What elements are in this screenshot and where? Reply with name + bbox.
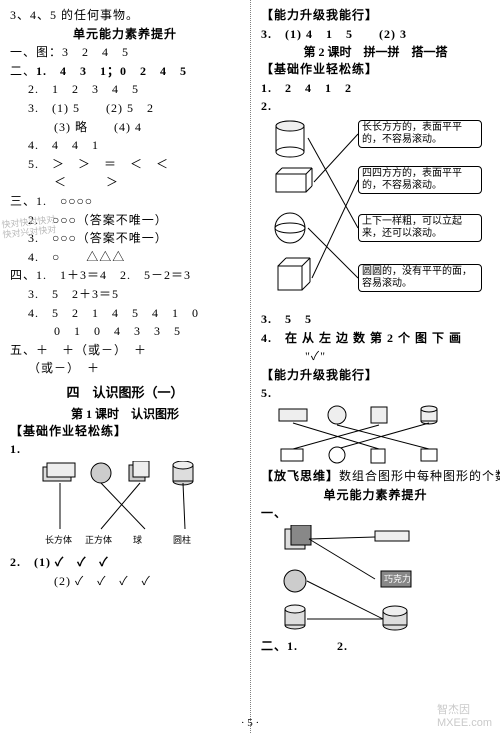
- unit-title: 单元能力素养提升: [10, 25, 240, 44]
- match-figure-5: [271, 405, 481, 465]
- label-cylinder: 圆柱: [173, 534, 191, 545]
- unit-title-2: 单元能力素养提升: [261, 486, 490, 505]
- ry1-label: 一、: [261, 504, 490, 523]
- q2-header: 二、1. 4 3 1；0 2 4 5: [10, 62, 240, 81]
- q3-1: 三、1. ○○○○: [10, 192, 240, 211]
- fragment-text: 3、4、5 的任何事物。: [10, 6, 240, 25]
- basic-title-2: 【基础作业轻松练】: [261, 60, 490, 79]
- q1: 一、图：3 2 4 5: [10, 43, 240, 62]
- label-sphere: 球: [133, 534, 142, 545]
- label-cube: 正方体: [85, 534, 112, 545]
- lesson2-title: 第 2 课时 拼一拼 搭一搭: [261, 43, 490, 60]
- q4-1: 四、1. 1＋3＝4 2. 5－2＝3: [10, 266, 240, 285]
- r4b: "✓": [261, 347, 490, 366]
- page-number: · 5 ·: [241, 717, 259, 729]
- right-column: 【能力升级我能行】 3. (1) 4 1 5 (2) 3 第 2 课时 拼一拼 …: [250, 0, 500, 733]
- q3-4: 4. ○ △△△: [10, 248, 240, 267]
- basic-title: 【基础作业轻松练】: [10, 422, 240, 441]
- q2-2: 2. 1 2 3 4 5: [10, 80, 240, 99]
- r3b: 3. 5 5: [261, 310, 490, 329]
- chocolate-label: 巧克力: [384, 573, 411, 584]
- chapter-title: 四 认识图形（一）: [10, 382, 240, 401]
- r4: 4. 在 从 左 边 数 第 2 个 图 下 画: [261, 329, 490, 348]
- q4-5: 0 1 0 4 3 3 5: [10, 322, 240, 341]
- q2-4: 4. 4 4 1: [10, 136, 240, 155]
- left-column: 3、4、5 的任何事物。 单元能力素养提升 一、图：3 2 4 5 二、1. 4…: [0, 0, 250, 733]
- q2-3: 3. (1) 5 (2) 5 2: [10, 99, 240, 118]
- q5: 五、＋ ＋（或－） ＋: [10, 341, 240, 360]
- q4-3: 3. 5 2＋3＝5: [10, 285, 240, 304]
- q2-5b: ＜ ＞: [10, 173, 240, 192]
- ry2: 二、1. 2.: [261, 637, 490, 656]
- match-figure-1: 长方体 正方体 球 圆柱: [25, 461, 225, 551]
- r3: 3. (1) 4 1 5 (2) 3: [261, 25, 490, 44]
- label-cuboid: 长方体: [45, 534, 72, 545]
- note-d: 圆圆的，没有平平的面，容易滚动。: [358, 264, 482, 292]
- l1-q2: 2. (1) ✓ ✓ ✓: [10, 553, 240, 572]
- r2-label: 2.: [261, 97, 490, 116]
- unit-match-figure: 巧克力: [271, 525, 481, 635]
- r1: 1. 2 4 1 2: [261, 79, 490, 98]
- q5-2: （或－） ＋: [10, 359, 240, 378]
- match-figure-2: 长长方方的，表面平平的，不容易滚动。 四四方方的，表面平平的，不容易滚动。 上下…: [266, 118, 486, 308]
- note-c: 上下一样粗，可以立起来，还可以滚动。: [358, 214, 482, 242]
- watermark: 智杰因 MXEE.com: [437, 701, 492, 729]
- l1-q1-label: 1.: [10, 440, 240, 459]
- lesson1-title: 第 1 课时 认识图形: [10, 405, 240, 422]
- r5-label: 5.: [261, 384, 490, 403]
- q4-4: 4. 5 2 1 4 5 4 1 0: [10, 304, 240, 323]
- q2-3b: (3) 略 (4) 4: [10, 118, 240, 137]
- fly-title: 【放飞思维】数组合图形中每种图形的个数时，可以一层一层地数。: [261, 467, 490, 486]
- note-a: 长长方方的，表面平平的，不容易滚动。: [358, 120, 482, 148]
- note-b: 四四方方的，表面平平的，不容易滚动。: [358, 166, 482, 194]
- ability-title-2: 【能力升级我能行】: [261, 366, 490, 385]
- l1-q2b: (2) ✓ ✓ ✓ ✓: [10, 572, 240, 591]
- q2-5: 5. ＞ ＞ ＝ ＜ ＜: [10, 155, 240, 174]
- ability-title: 【能力升级我能行】: [261, 6, 490, 25]
